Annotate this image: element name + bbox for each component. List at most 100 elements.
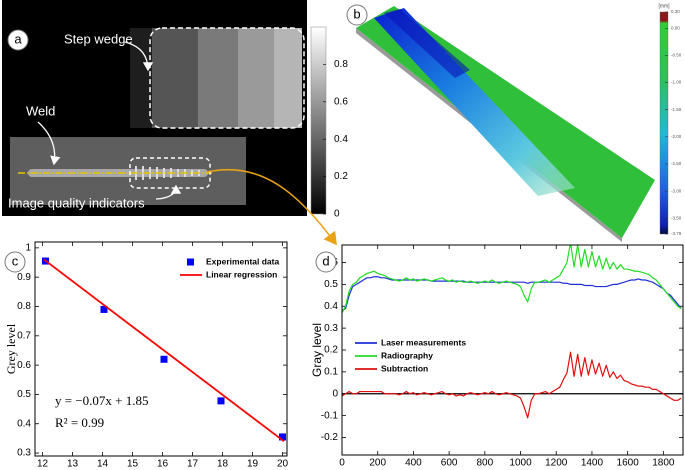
point [100,305,108,313]
legend-label: Experimental data [206,256,279,266]
panel-letter: c [12,253,19,268]
wedge-outline [149,27,305,129]
y-tick-label: 0.1 [324,367,338,378]
point [160,355,168,363]
annotation-arrow [155,184,182,200]
x-tick-label: 600 [441,458,458,469]
weld-groove [374,8,575,196]
y-tick-label: -0.1 [321,410,339,421]
y-tick-label: 0.3 [324,323,338,334]
colorbar-unit: [mm] [658,3,670,9]
colorbar-tick-label: 0 [334,209,340,220]
point [279,433,286,441]
panel-badge [7,29,29,51]
x-tick-label: 12 [37,459,49,470]
x-tick-label: 800 [476,458,493,469]
panel-badge [315,251,337,273]
x-tick-label: 15 [127,459,139,470]
y-tick-label: 0.5 [17,389,31,400]
y-axis-label: Grey level [4,323,18,374]
x-tick-label: 17 [187,459,199,470]
x-tick-label: 19 [247,459,259,470]
x-tick-label: 1400 [581,458,604,469]
plot-frame [34,241,288,457]
colorbar-tick-label: 0.30 [671,9,680,14]
line-series [342,245,682,314]
chart-c: 12 13 14 15 16 17 18 19 20 0.3 0.4 0.5 0.6 0.7 0.8 0.9 1… [4,241,289,470]
y-tick-label: 0.9 [17,272,31,283]
colorbar-tick-label: 0.4 [334,134,348,145]
wedge-step [152,28,198,128]
x-tick-label: 0 [339,458,345,469]
y-tick-label: 0.5 [324,279,338,290]
annotation: Step wedge [64,31,133,46]
iqi-outline [129,157,211,189]
x-tick-label: 200 [369,458,386,469]
annotation: Image quality indicators [8,195,145,210]
x-tick-label: 18 [217,459,229,470]
plot-frame [341,244,684,456]
x-tick-label: 400 [405,458,422,469]
plot-area [42,257,286,443]
regression-line [43,258,285,443]
legend-marker [187,258,194,266]
colorbar-tick-label: -2.50 [671,161,682,166]
link-arrow [206,168,337,246]
x-tick-label: 20 [277,459,289,470]
y-tick-label: 0.3 [17,448,31,459]
y-tick-label: 0.8 [17,301,31,312]
colorbar-tick-label: -2.00 [671,134,682,139]
colorbar-tick-label: -3.79 [671,231,682,236]
legend-label: Radiography [381,350,433,360]
x-tick-label: 14 [97,459,109,470]
annotation: y = −0.07x + 1.85 [55,393,149,408]
x-axis-label: Thickness (mm) [122,469,200,470]
groove-deep [384,9,470,78]
line-series [342,276,682,312]
chart-d: 0 200 400 600 800 1000 1200 1400 1600 1800 -0.2 -0.… [310,244,684,470]
point [217,397,225,405]
wedge-step [198,28,238,128]
plot-area [342,245,683,419]
y-tick-label: 0.6 [17,360,31,371]
legend-label: Laser measurements [381,337,466,347]
colorbar-tick-label: 0.8 [334,59,348,70]
y-axis-label: Gray level [310,323,324,377]
wedge-step [238,28,274,128]
colorbar-tick-label: 0.2 [334,171,348,182]
x-tick-label: 1000 [509,458,532,469]
legend-label: Subtraction [381,363,428,373]
colorbar-tick-label: -1.00 [671,80,682,85]
x-tick-label: 16 [157,459,169,470]
line-series [342,351,682,419]
colorbar-tick-label: 0.6 [334,96,348,107]
colorbar [659,11,669,235]
x-tick-label: 1200 [545,458,568,469]
legend-label: Linear regression [206,269,277,279]
annotation: Weld [26,103,55,118]
colorbar-tick-label: -3.50 [671,215,682,220]
annotation-arrow [37,121,61,166]
annotation-arrow [124,41,154,72]
wedge-step [274,28,302,128]
wedge-step [130,28,152,128]
colorbar-tick-label: 0.00 [671,25,680,30]
x-tick-label: 1600 [617,458,640,469]
y-tick-label: -0.2 [321,432,339,443]
y-tick-label: 0.4 [17,418,31,429]
panel-a: Step wedge Weld Image quality indicators… [2,0,327,216]
panel-b: [mm] b [346,3,670,242]
colorbar [310,26,327,215]
panel-badge [346,4,368,26]
panel-letter: a [14,31,22,46]
colorbar-tick-label: -0.50 [671,53,682,58]
y-tick-label: 1 [25,243,31,254]
panel-letter: d [322,253,329,268]
y-tick-label: 0.7 [17,330,31,341]
x-tick-label: 13 [67,459,79,470]
x-tick-label: 1800 [652,458,675,469]
colorbar-tick-label: -3.00 [671,188,682,193]
panel-letter: b [353,6,360,21]
annotation: R² = 0.99 [55,415,104,430]
